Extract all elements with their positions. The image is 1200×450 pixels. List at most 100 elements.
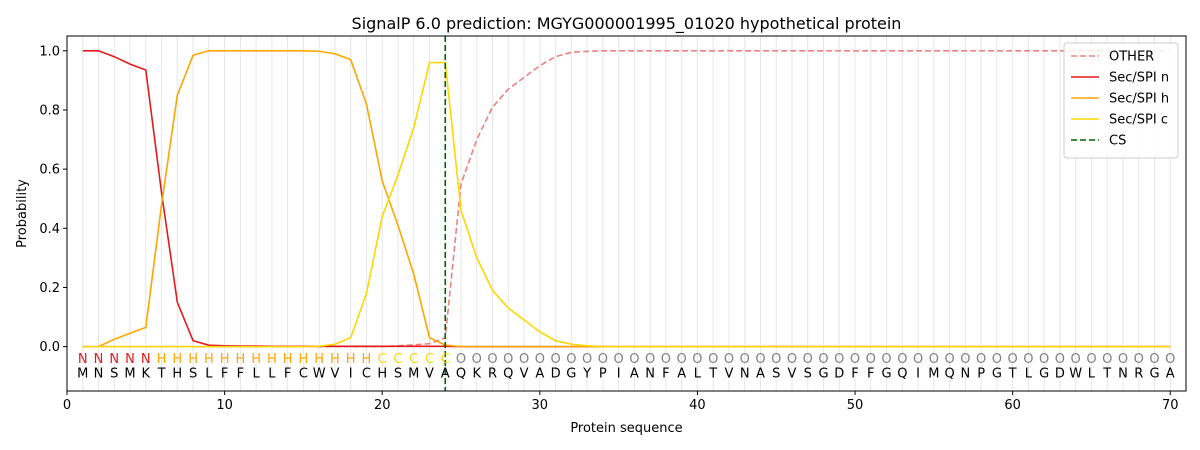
residue-letter: A — [630, 367, 639, 382]
residue-letter: M — [124, 367, 135, 382]
region-label: O — [598, 352, 608, 367]
region-label: H — [220, 352, 230, 367]
residue-letter: G — [1039, 367, 1049, 382]
residue-letter: I — [349, 367, 353, 382]
residue-letter: N — [960, 367, 970, 382]
x-tick-label: 10 — [216, 398, 233, 413]
residue-letter: A — [677, 367, 686, 382]
residue-letter: L — [205, 367, 213, 382]
region-label: O — [1165, 352, 1175, 367]
region-label: N — [78, 352, 88, 367]
residue-letter: Q — [897, 367, 907, 382]
residue-letter: S — [110, 367, 118, 382]
region-label: H — [283, 352, 293, 367]
region-label: H — [362, 352, 372, 367]
region-label: O — [614, 352, 624, 367]
residue-letter: Q — [944, 367, 954, 382]
region-label: C — [441, 352, 450, 367]
region-label: O — [771, 352, 781, 367]
residue-letter: L — [1088, 367, 1096, 382]
region-label: H — [267, 352, 277, 367]
legend: OTHER Sec/SPI n Sec/SPI h Sec/SPI c CS — [1063, 42, 1179, 159]
region-label: O — [519, 352, 529, 367]
residue-letter: V — [425, 367, 434, 382]
sequence-annotation: NMNNNSNMNKHTHHHSHLHFHFHLHLHFHCHWHVHIHCCH… — [77, 352, 1175, 382]
region-label: H — [346, 352, 356, 367]
series-line-sec-spi-c — [82, 61, 1171, 348]
region-label: O — [944, 352, 954, 367]
region-label: N — [141, 352, 151, 367]
region-label: O — [960, 352, 970, 367]
legend-label: CS — [1109, 134, 1126, 149]
region-label: N — [125, 352, 135, 367]
residue-letter: G — [992, 367, 1002, 382]
region-label: H — [251, 352, 261, 367]
region-label: O — [1055, 352, 1065, 367]
y-tick-label: 0.6 — [39, 163, 60, 178]
region-label: H — [235, 352, 245, 367]
region-label: O — [787, 352, 797, 367]
residue-letter: F — [851, 367, 858, 382]
region-label: H — [204, 352, 214, 367]
residue-letter: K — [142, 367, 151, 382]
residue-letter: G — [882, 367, 892, 382]
plot-frame — [66, 35, 1187, 392]
residue-letter: Y — [582, 367, 591, 382]
region-label: O — [850, 352, 860, 367]
region-label: O — [677, 352, 687, 367]
region-label: H — [299, 352, 309, 367]
region-label: O — [818, 352, 828, 367]
residue-letter: F — [662, 367, 669, 382]
region-label: O — [503, 352, 513, 367]
residue-letter: R — [1134, 367, 1143, 382]
region-label: O — [992, 352, 1002, 367]
residue-letter: C — [362, 367, 371, 382]
region-label: O — [1039, 352, 1049, 367]
residue-letter: T — [1008, 367, 1017, 382]
y-axis-ticks: 0.0 0.2 0.4 0.6 0.8 1.0 — [39, 44, 67, 355]
residue-letter: N — [740, 367, 750, 382]
residue-letter: L — [253, 367, 261, 382]
residue-letter: H — [172, 367, 182, 382]
residue-letter: W — [1069, 367, 1082, 382]
y-tick-label: 1.0 — [39, 44, 60, 59]
region-label: O — [1118, 352, 1128, 367]
region-label: O — [755, 352, 765, 367]
region-label: O — [1134, 352, 1144, 367]
residue-letter: N — [1118, 367, 1128, 382]
series-line-other — [82, 49, 1171, 348]
x-tick-label: 30 — [532, 398, 549, 413]
residue-letter: T — [157, 367, 166, 382]
residue-letter: Q — [503, 367, 513, 382]
residue-letter: A — [1166, 367, 1175, 382]
legend-box — [1063, 42, 1179, 159]
residue-letter: V — [520, 367, 529, 382]
grid-lines — [82, 36, 1171, 391]
series-line-sec-spi-h — [82, 49, 1171, 348]
region-label: O — [661, 352, 671, 367]
residue-letter: H — [377, 367, 387, 382]
residue-letter: G — [818, 367, 828, 382]
region-label: O — [692, 352, 702, 367]
legend-label: Sec/SPI c — [1109, 113, 1168, 128]
region-label: O — [913, 352, 923, 367]
region-label: O — [1149, 352, 1159, 367]
chart-title: SignalP 6.0 prediction: MGYG000001995_01… — [352, 14, 902, 34]
residue-letter: S — [189, 367, 197, 382]
legend-label: Sec/SPI n — [1109, 71, 1169, 86]
residue-letter: A — [535, 367, 544, 382]
residue-letter: L — [694, 367, 702, 382]
residue-letter: S — [772, 367, 780, 382]
region-label: O — [929, 352, 939, 367]
x-tick-label: 40 — [689, 398, 706, 413]
region-label: N — [109, 352, 119, 367]
residue-letter: K — [473, 367, 482, 382]
region-label: H — [330, 352, 340, 367]
residue-letter: I — [617, 367, 621, 382]
x-axis-ticks: 0 10 20 30 40 50 60 70 — [63, 391, 1179, 413]
x-tick-label: 50 — [847, 398, 864, 413]
region-label: H — [172, 352, 182, 367]
residue-letter: V — [724, 367, 733, 382]
region-label: C — [409, 352, 418, 367]
residue-letter: A — [441, 367, 450, 382]
